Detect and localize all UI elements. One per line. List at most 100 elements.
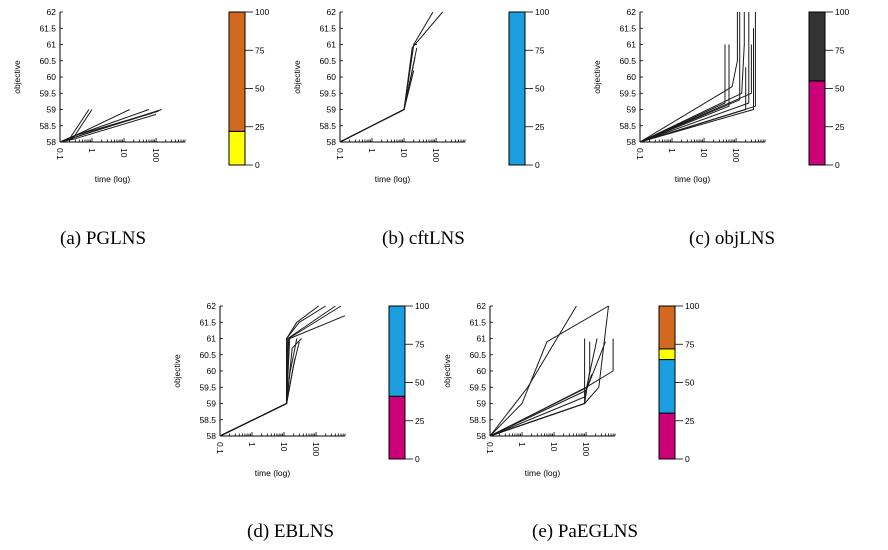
bar-segment-1 [658, 412, 676, 460]
bar-segment-4 [658, 305, 676, 350]
y-tick-label: 61.5 [619, 23, 636, 33]
bar-tick-label: 100 [685, 301, 699, 311]
y-tick-label: 60 [207, 366, 217, 376]
bar-tick-label: 100 [835, 7, 849, 17]
y-tick-label: 59.5 [469, 382, 486, 392]
x-tick-label: 100 [311, 442, 321, 456]
series-line-3 [639, 12, 738, 143]
bar-tick-label: 0 [685, 454, 690, 464]
x-tick-label: 0.1 [635, 148, 645, 160]
series-line-5 [489, 341, 591, 437]
series-line-8 [639, 28, 754, 143]
series-line-1 [219, 305, 319, 437]
series-line-5 [219, 315, 346, 437]
x-tick-label: 100 [731, 148, 741, 162]
x-axis-label: time (log) [95, 174, 131, 184]
y-tick-label: 58.5 [199, 415, 216, 425]
bar-tick-label: 50 [535, 84, 545, 94]
y-tick-label: 60.5 [619, 56, 636, 66]
caption-paeglns: (e) PaEGLNS [532, 521, 639, 542]
y-axis-label: objective [442, 354, 452, 388]
y-tick-label: 60.5 [39, 56, 56, 66]
bar-tick-label: 50 [685, 378, 695, 388]
caption-eblns: (d) EBLNS [247, 521, 335, 542]
series-line-2 [639, 44, 730, 143]
y-tick-label: 61 [627, 40, 637, 50]
series-line-9 [639, 67, 747, 143]
bar-tick-label: 50 [835, 84, 845, 94]
bar-tick-label: 75 [535, 45, 545, 55]
y-tick-label: 62 [47, 7, 57, 17]
series-line-2 [339, 11, 443, 143]
series-line-9 [219, 357, 296, 437]
bar-tick-label: 75 [835, 45, 845, 55]
x-tick-label: 100 [581, 442, 591, 456]
y-tick-label: 61 [207, 334, 217, 344]
y-tick-label: 60 [627, 72, 637, 82]
x-axis-label: time (log) [525, 468, 561, 478]
series-line-6 [639, 12, 750, 143]
series-line-4 [339, 57, 416, 143]
y-tick-label: 58 [207, 431, 217, 441]
series-line-7 [639, 44, 752, 143]
bar-tick-label: 25 [685, 416, 695, 426]
y-tick-label: 58 [477, 431, 487, 441]
x-axis-label: time (log) [375, 174, 411, 184]
series-line-7 [489, 338, 614, 437]
series-line-8 [219, 338, 298, 437]
bar-segment-1 [808, 80, 826, 166]
y-tick-label: 59.5 [319, 88, 336, 98]
y-tick-label: 58 [47, 137, 57, 147]
x-tick-label: 1 [517, 442, 527, 447]
y-tick-label: 59 [47, 105, 57, 115]
y-axis-label: objective [12, 60, 22, 94]
y-tick-label: 62 [207, 301, 217, 311]
series-line-1 [639, 44, 726, 143]
bar-tick-label: 75 [685, 339, 695, 349]
bar-tick-label: 25 [535, 122, 545, 132]
chart-panel-b: 58 58.5 59 59.5 60 60.5 61 61.5 62 0.1 1 10 100 time … [292, 7, 549, 184]
series-line-4 [219, 305, 342, 437]
bar-tick-label: 25 [835, 122, 845, 132]
x-tick-label: 100 [151, 148, 161, 162]
chart-panel-e: 58 58.5 59 59.5 60 60.5 61 61.5 62 0.1 1 10 100 time … [442, 301, 699, 478]
bar-segment-1 [388, 395, 406, 460]
y-tick-label: 60.5 [469, 350, 486, 360]
bar-tick-label: 100 [255, 7, 269, 17]
x-tick-label: 0.1 [335, 148, 345, 160]
bar-segment-1 [508, 11, 526, 166]
y-tick-label: 59.5 [619, 88, 636, 98]
bar-tick-label: 100 [415, 301, 429, 311]
y-tick-label: 59 [477, 399, 487, 409]
y-tick-label: 61.5 [199, 317, 216, 327]
bar-tick-label: 25 [415, 416, 425, 426]
x-axis-label: time (log) [255, 468, 291, 478]
x-tick-label: 1 [667, 148, 677, 153]
series-line-5 [339, 70, 415, 143]
chart-panel-c: 58 58.5 59 59.5 60 60.5 61 61.5 62 0.1 1 10 100 time … [592, 7, 849, 184]
caption-cftlns: (b) cftLNS [382, 228, 465, 249]
series-line-6 [489, 338, 598, 437]
bar-segment-2 [228, 11, 246, 132]
y-tick-label: 59 [627, 105, 637, 115]
y-tick-label: 60 [327, 72, 337, 82]
bar-segment-2 [658, 359, 676, 414]
bar-tick-label: 0 [535, 160, 540, 170]
series-line-8 [489, 341, 606, 437]
y-tick-label: 61.5 [469, 317, 486, 327]
y-axis-label: objective [172, 354, 182, 388]
x-tick-label: 0.1 [55, 148, 65, 160]
chart-panel-d: 58 58.5 59 59.5 60 60.5 61 61.5 62 0.1 1 10 100 time … [172, 301, 429, 478]
y-tick-label: 61.5 [319, 23, 336, 33]
bar-tick-label: 50 [255, 84, 265, 94]
caption-pglns: (a) PGLNS [60, 228, 147, 249]
bar-tick-label: 75 [415, 339, 425, 349]
series-line-1 [339, 11, 434, 143]
bar-tick-label: 75 [255, 45, 265, 55]
bar-tick-label: 0 [415, 454, 420, 464]
x-tick-label: 10 [399, 148, 409, 158]
x-tick-label: 1 [247, 442, 257, 447]
bar-segment-1 [228, 130, 246, 166]
y-axis-label: objective [292, 60, 302, 94]
x-tick-label: 10 [119, 148, 129, 158]
